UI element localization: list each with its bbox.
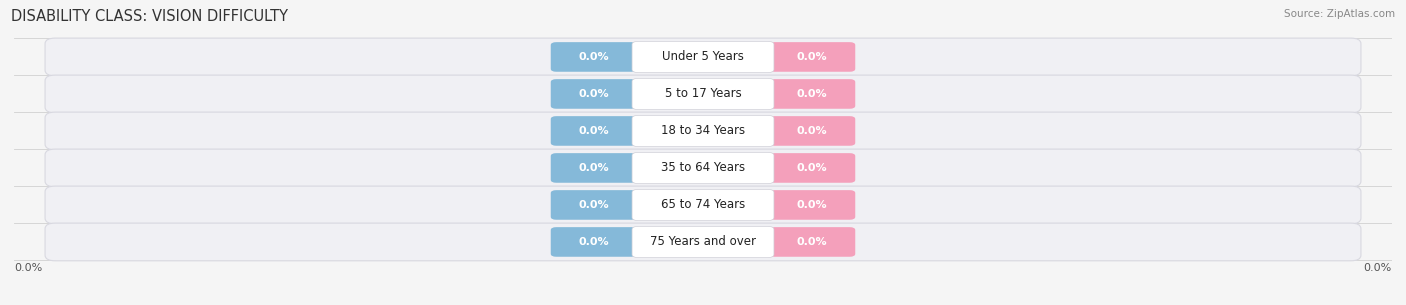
Text: 0.0%: 0.0% xyxy=(579,52,609,62)
FancyBboxPatch shape xyxy=(769,79,855,109)
Text: 0.0%: 0.0% xyxy=(797,237,827,247)
Text: 0.0%: 0.0% xyxy=(1364,263,1392,273)
Text: 0.0%: 0.0% xyxy=(797,52,827,62)
Text: 0.0%: 0.0% xyxy=(14,263,42,273)
FancyBboxPatch shape xyxy=(633,152,773,184)
Text: 0.0%: 0.0% xyxy=(797,89,827,99)
Text: Under 5 Years: Under 5 Years xyxy=(662,50,744,63)
Text: 5 to 17 Years: 5 to 17 Years xyxy=(665,88,741,100)
Text: 0.0%: 0.0% xyxy=(797,126,827,136)
FancyBboxPatch shape xyxy=(633,78,773,109)
FancyBboxPatch shape xyxy=(45,112,1361,150)
FancyBboxPatch shape xyxy=(45,186,1361,224)
FancyBboxPatch shape xyxy=(769,153,855,183)
Text: 0.0%: 0.0% xyxy=(579,200,609,210)
Bar xyxy=(48,113,1358,149)
FancyBboxPatch shape xyxy=(551,153,637,183)
Text: 35 to 64 Years: 35 to 64 Years xyxy=(661,161,745,174)
Bar xyxy=(48,75,1358,113)
Text: 75 Years and over: 75 Years and over xyxy=(650,235,756,249)
FancyBboxPatch shape xyxy=(45,38,1361,76)
FancyBboxPatch shape xyxy=(551,190,637,220)
Text: 18 to 34 Years: 18 to 34 Years xyxy=(661,124,745,138)
FancyBboxPatch shape xyxy=(633,115,773,146)
FancyBboxPatch shape xyxy=(551,116,637,146)
FancyBboxPatch shape xyxy=(45,149,1361,187)
FancyBboxPatch shape xyxy=(769,227,855,257)
Text: 0.0%: 0.0% xyxy=(579,89,609,99)
Bar xyxy=(48,186,1358,224)
Text: 0.0%: 0.0% xyxy=(579,163,609,173)
FancyBboxPatch shape xyxy=(633,226,773,257)
Text: DISABILITY CLASS: VISION DIFFICULTY: DISABILITY CLASS: VISION DIFFICULTY xyxy=(11,9,288,24)
FancyBboxPatch shape xyxy=(633,41,773,73)
Text: 0.0%: 0.0% xyxy=(797,163,827,173)
FancyBboxPatch shape xyxy=(769,190,855,220)
Bar xyxy=(48,224,1358,260)
FancyBboxPatch shape xyxy=(633,189,773,221)
FancyBboxPatch shape xyxy=(551,227,637,257)
Text: 0.0%: 0.0% xyxy=(797,200,827,210)
Bar xyxy=(48,38,1358,75)
FancyBboxPatch shape xyxy=(551,42,637,72)
Text: 0.0%: 0.0% xyxy=(579,237,609,247)
FancyBboxPatch shape xyxy=(551,79,637,109)
Text: 65 to 74 Years: 65 to 74 Years xyxy=(661,199,745,211)
FancyBboxPatch shape xyxy=(45,223,1361,261)
FancyBboxPatch shape xyxy=(769,42,855,72)
Text: 0.0%: 0.0% xyxy=(579,126,609,136)
Text: Source: ZipAtlas.com: Source: ZipAtlas.com xyxy=(1284,9,1395,19)
FancyBboxPatch shape xyxy=(45,75,1361,113)
FancyBboxPatch shape xyxy=(769,116,855,146)
Bar xyxy=(48,149,1358,186)
